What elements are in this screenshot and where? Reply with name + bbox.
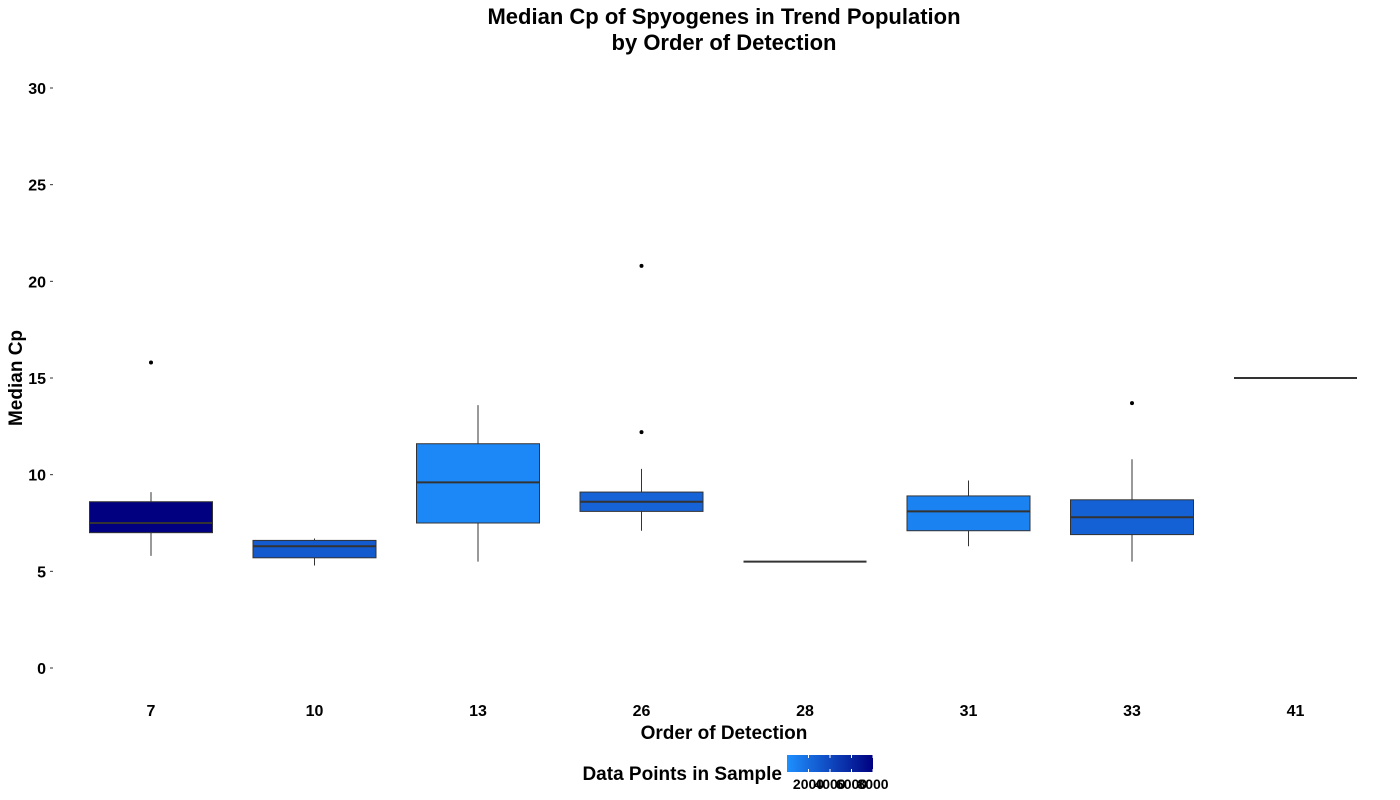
y-tick-label: 0 (37, 661, 46, 678)
legend-tick-label: 8000 (857, 776, 888, 792)
y-tick-label: 30 (28, 81, 46, 98)
x-tick-label: 41 (1287, 703, 1305, 720)
legend-title: Data Points in Sample (582, 764, 782, 785)
y-tick-label: 15 (28, 371, 46, 388)
x-tick-label: 28 (796, 703, 814, 720)
outlier-point (639, 263, 644, 268)
x-tick-label: 31 (960, 703, 978, 720)
box-31 (906, 480, 1031, 547)
legend-tick-label: 6000 (836, 776, 867, 792)
legend-tick-label: 2000 (793, 776, 824, 792)
outlier-point (1130, 401, 1134, 406)
box-7 (89, 360, 213, 556)
chart-title-line-1: Median Cp of Spyogenes in Trend Populati… (487, 4, 960, 29)
x-tick-label: 10 (306, 703, 324, 720)
y-axis-title: Median Cp (6, 330, 27, 426)
box-10 (252, 538, 377, 566)
legend-tick-label: 4000 (814, 776, 845, 792)
chart-title: Median Cp of Spyogenes in Trend Populati… (487, 4, 960, 55)
y-tick-label: 10 (28, 468, 46, 485)
box-33 (1070, 401, 1194, 562)
legend-colorbar (787, 755, 873, 772)
plot-area (89, 263, 1357, 566)
x-tick-label: 26 (633, 703, 651, 720)
x-axis: 7 10 13 26 28 31 33 41 (147, 703, 1305, 720)
y-tick-label: 20 (28, 274, 46, 291)
outlier-point (639, 430, 644, 435)
box-26 (579, 263, 704, 531)
y-tick-label: 25 (28, 178, 46, 195)
x-tick-label: 13 (469, 703, 487, 720)
y-axis: 0 5 10 15 20 25 30 (28, 81, 53, 678)
x-tick-label: 7 (147, 703, 156, 720)
box-13 (416, 405, 540, 562)
y-tick-label: 5 (37, 564, 46, 581)
chart-title-line-2: by Order of Detection (612, 30, 837, 55)
box-iqr (89, 501, 213, 534)
box-iqr (906, 495, 1031, 532)
x-axis-title: Order of Detection (641, 723, 808, 744)
x-tick-label: 33 (1123, 703, 1141, 720)
outlier-point (149, 360, 153, 365)
box-iqr (252, 539, 377, 559)
